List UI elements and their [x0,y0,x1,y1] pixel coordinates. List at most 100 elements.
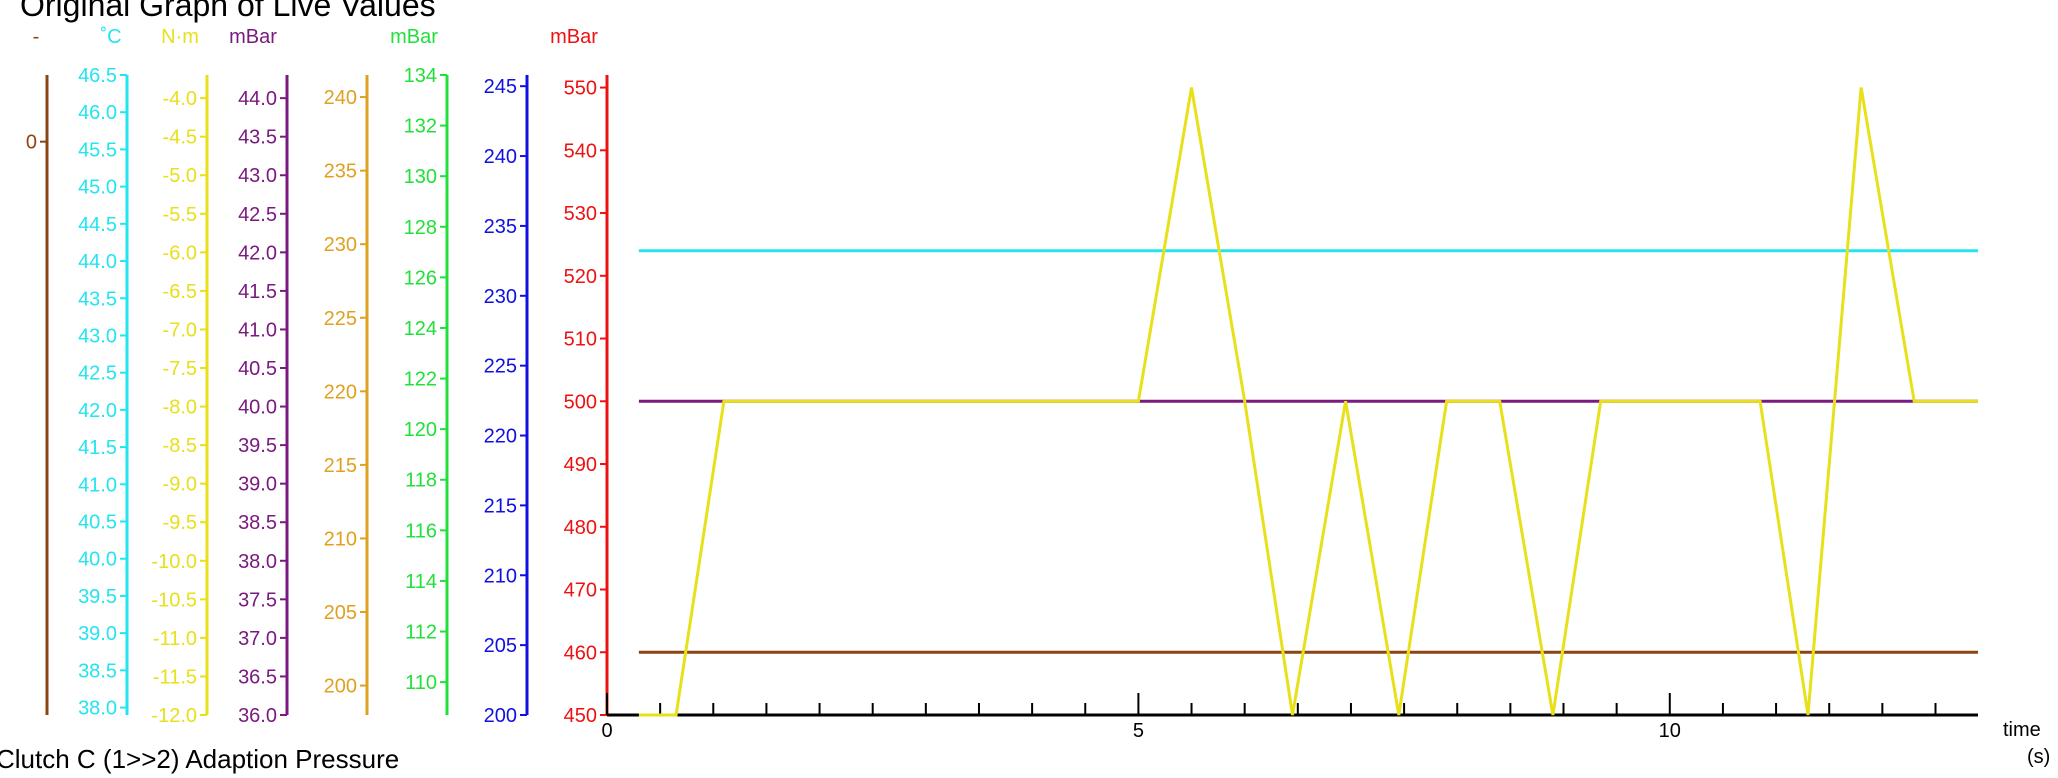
axis-tick-label-cyan: 42.0 [78,400,117,422]
axis-tick-label-cyan: 43.0 [78,325,117,347]
axis-tick-label-purple: 42.0 [238,242,277,264]
axis-green: 110 112 114 116 118 120 122 124 126 128 130 132 134 m… [390,26,449,715]
axis-tick-label-orange: 235 [324,161,357,183]
axis-tick-label-red: 470 [564,580,597,602]
axis-tick-label-purple: 38.5 [238,512,277,534]
axis-tick-label-purple: 40.5 [238,358,277,380]
axis-tick-label-yellow: -7.5 [163,358,197,380]
plot-layer [638,87,1978,717]
axis-yellow: -12.0 -11.5 -11.0 -10.5 -10.0 -9.5 -9.0 -8.5 -8.… [151,26,209,727]
axis-tick-label-red: 490 [564,454,597,476]
axis-blue: 200 205 210 215 220 225 230 235 240 245 [484,75,529,727]
axis-tick-label-purple: 42.5 [238,204,277,226]
axis-tick-label-purple: 41.0 [238,319,277,341]
series-line-yellow [638,87,1978,717]
axis-tick-label-cyan: 38.5 [78,660,117,682]
axis-tick-label-yellow: -6.5 [163,281,197,303]
axis-tick-label-blue: 215 [484,495,517,517]
axis-tick-label-yellow: -10.5 [151,589,197,611]
axis-tick-label-green: 128 [404,217,437,239]
axis-unit-purple: mBar [229,26,277,48]
axis-tick-label-purple: 38.0 [238,551,277,573]
axis-tick-label-red: 540 [564,140,597,162]
axis-tick-label-cyan: 39.0 [78,623,117,645]
axis-unit-green: mBar [390,26,438,48]
axis-tick-label-cyan: 46.5 [78,65,117,87]
axis-tick-label-green: 134 [404,65,437,87]
axis-tick-label-yellow: -11.0 [153,628,197,650]
axis-tick-label-red: 450 [564,705,597,727]
axis-tick-label-yellow: -7.0 [163,319,197,341]
axis-tick-label-blue: 245 [484,76,517,98]
axis-tick-label-purple: 39.5 [238,435,277,457]
axis-tick-label-cyan: 40.0 [78,549,117,571]
axis-tick-label-green: 110 [405,672,437,694]
time-tick-label: 10 [1659,720,1681,742]
axis-tick-label-cyan: 44.5 [78,214,117,236]
axis-red: 450 460 470 480 490 500 510 520 530 540 550 mBar [550,26,609,727]
axis-tick-label-red: 510 [564,329,597,351]
axis-tick-label-blue: 225 [484,356,517,378]
axis-tick-label-yellow: -5.0 [163,165,197,187]
time-axis-label: time [2003,719,2041,741]
axis-unit-cyan: ˚C [100,26,121,48]
axis-tick-label-orange: 200 [324,676,357,698]
axis-tick-label-purple: 36.0 [238,705,277,727]
axis-unit-red: mBar [550,26,598,48]
axis-tick-label-blue: 235 [484,216,517,238]
axis-tick-label-purple: 43.0 [238,165,277,187]
axis-tick-label-green: 114 [405,571,437,593]
axis-tick-label-yellow: -5.5 [163,204,197,226]
axis-tick-label-orange: 205 [324,602,357,624]
axis-tick-label-blue: 240 [484,146,517,168]
axis-tick-label-green: 126 [404,267,437,289]
axis-tick-label-purple: 44.0 [238,88,277,110]
axis-tick-label-green: 130 [404,166,437,188]
axis-tick-label-yellow: -9.0 [163,474,197,496]
axis-tick-label-red: 500 [564,391,597,413]
axis-tick-label-purple: 41.5 [238,281,277,303]
axis-tick-label-cyan: 41.5 [78,437,117,459]
axis-tick-label-blue: 230 [484,286,517,308]
axis-tick-label-purple: 39.0 [238,474,277,496]
axis-tick-label-green: 132 [404,116,437,138]
axis-unit-brown: - [33,26,40,48]
time-axis-unit: (s) [2027,746,2050,768]
axis-tick-label-cyan: 45.0 [78,177,117,199]
axis-orange: 200 205 210 215 220 225 230 235 240 [324,75,369,715]
axis-tick-label-yellow: -8.5 [163,435,197,457]
axis-unit-yellow: N·m [161,26,199,48]
axis-tick-label-red: 550 [564,78,597,100]
graph-title: Original Graph of Live Values [20,0,436,23]
axis-tick-label-orange: 215 [324,455,357,477]
axis-tick-label-cyan: 40.5 [78,512,117,534]
legend-title: Clutch C (1>>2) Adaption Pressure [0,744,399,774]
axis-purple: 36.0 36.5 37.0 37.5 38.0 38.5 39.0 39.5 40.0 40.5… [229,26,289,727]
axes-layer: 0-38.038.539.039.540.040.541.041.542.042… [26,26,2050,768]
axis-tick-label-blue: 205 [484,635,517,657]
axis-tick-label-purple: 40.0 [238,397,277,419]
axis-tick-label-yellow: -8.0 [163,397,197,419]
axis-tick-label-yellow: -10.0 [151,551,197,573]
axis-cyan: 38.0 38.5 39.0 39.5 40.0 40.5 41.0 41.5 42.0 42.5… [78,26,129,720]
axis-tick-label-green: 118 [405,470,437,492]
axis-tick-label-orange: 210 [324,528,357,550]
axis-tick-label-brown: 0 [26,132,37,154]
axis-tick-label-purple: 36.5 [238,666,277,688]
axis-brown: 0- [26,26,49,715]
axis-tick-label-yellow: -12.0 [151,705,197,727]
axis-tick-label-blue: 210 [484,565,517,587]
axis-tick-label-cyan: 43.5 [78,288,117,310]
axis-tick-label-green: 116 [405,520,437,542]
axis-tick-label-orange: 225 [324,308,357,330]
time-tick-label: 0 [601,720,612,742]
axis-tick-label-purple: 37.0 [238,628,277,650]
axis-tick-label-yellow: -4.5 [163,127,197,149]
axis-tick-label-cyan: 42.5 [78,363,117,385]
axis-tick-label-yellow: -6.0 [163,242,197,264]
axis-tick-label-cyan: 38.0 [78,698,117,720]
axis-tick-label-orange: 220 [324,381,357,403]
axis-tick-label-purple: 37.5 [238,589,277,611]
axis-tick-label-red: 530 [564,203,597,225]
